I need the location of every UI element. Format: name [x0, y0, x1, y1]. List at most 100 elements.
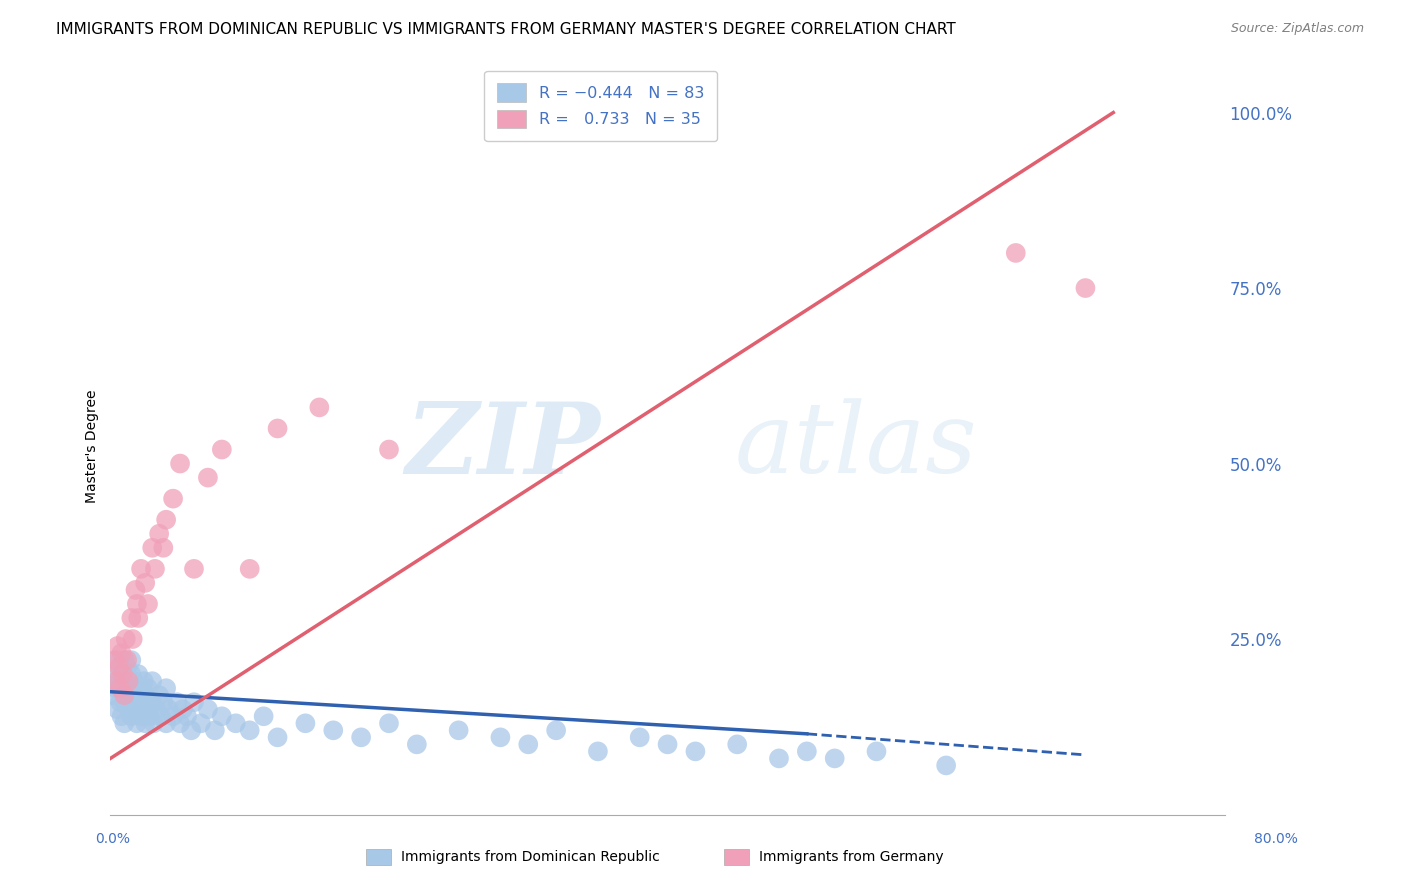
Point	[142, 716, 165, 731]
Point	[117, 674, 139, 689]
Point	[108, 695, 131, 709]
Text: ZIP: ZIP	[406, 398, 600, 494]
Point	[141, 695, 163, 709]
Point	[129, 562, 152, 576]
Point	[129, 681, 152, 696]
Point	[143, 562, 166, 576]
Text: 0.0%: 0.0%	[96, 831, 131, 846]
Point	[118, 688, 141, 702]
Point	[657, 737, 679, 751]
Point	[105, 639, 128, 653]
Point	[120, 611, 142, 625]
Point	[176, 709, 198, 723]
Point	[628, 731, 651, 745]
Point	[115, 653, 138, 667]
Point	[120, 667, 142, 681]
Point	[115, 660, 138, 674]
Point	[152, 541, 174, 555]
Point	[114, 632, 136, 646]
Point	[141, 674, 163, 689]
Point	[131, 695, 153, 709]
Point	[127, 611, 149, 625]
Point	[148, 526, 170, 541]
Point	[145, 702, 167, 716]
Y-axis label: Master's Degree: Master's Degree	[86, 389, 100, 503]
Point	[105, 653, 128, 667]
Point	[134, 575, 156, 590]
Point	[103, 688, 125, 702]
Point	[211, 709, 233, 723]
Point	[104, 667, 127, 681]
Point	[405, 737, 427, 751]
Point	[112, 688, 135, 702]
Point	[172, 702, 194, 716]
Point	[125, 716, 148, 731]
Point	[378, 716, 401, 731]
Point	[125, 597, 148, 611]
Point	[489, 731, 512, 745]
Point	[112, 674, 135, 689]
Point	[121, 695, 143, 709]
Point	[104, 674, 127, 689]
Point	[166, 695, 188, 709]
Point	[111, 667, 134, 681]
Point	[141, 541, 163, 555]
Point	[135, 702, 157, 716]
Point	[124, 681, 146, 696]
Point	[104, 653, 127, 667]
Point	[104, 681, 127, 696]
Point	[824, 751, 846, 765]
Point	[122, 674, 145, 689]
Point	[121, 632, 143, 646]
Point	[725, 737, 748, 751]
Point	[136, 681, 159, 696]
Point	[253, 709, 276, 723]
Text: Immigrants from Germany: Immigrants from Germany	[759, 850, 943, 864]
Point	[107, 660, 129, 674]
Point	[110, 646, 132, 660]
Point	[546, 723, 568, 738]
Point	[308, 401, 330, 415]
Point	[183, 695, 205, 709]
Point	[157, 702, 180, 716]
Point	[155, 513, 177, 527]
Point	[1074, 281, 1097, 295]
Point	[162, 709, 184, 723]
Point	[169, 716, 191, 731]
Point	[447, 723, 470, 738]
Point	[115, 681, 138, 696]
Point	[162, 491, 184, 506]
Point	[124, 582, 146, 597]
Point	[294, 716, 316, 731]
Point	[110, 709, 132, 723]
Point	[111, 667, 134, 681]
Point	[266, 421, 288, 435]
Point	[865, 744, 887, 758]
Point	[796, 744, 818, 758]
Point	[211, 442, 233, 457]
Point	[586, 744, 609, 758]
Text: atlas: atlas	[734, 399, 977, 493]
Point	[190, 716, 212, 731]
Point	[127, 667, 149, 681]
Point	[152, 695, 174, 709]
Point	[225, 716, 247, 731]
Point	[112, 695, 135, 709]
Text: IMMIGRANTS FROM DOMINICAN REPUBLIC VS IMMIGRANTS FROM GERMANY MASTER'S DEGREE CO: IMMIGRANTS FROM DOMINICAN REPUBLIC VS IM…	[56, 22, 956, 37]
Point	[768, 751, 790, 765]
Point	[197, 470, 219, 484]
Point	[935, 758, 957, 772]
Point	[132, 674, 155, 689]
Point	[149, 709, 172, 723]
Point	[180, 723, 202, 738]
Text: 80.0%: 80.0%	[1254, 831, 1298, 846]
Point	[197, 702, 219, 716]
Point	[127, 688, 149, 702]
Point	[112, 653, 135, 667]
Point	[378, 442, 401, 457]
Point	[155, 681, 177, 696]
Point	[107, 674, 129, 689]
Point	[124, 702, 146, 716]
Point	[169, 457, 191, 471]
Point	[127, 702, 149, 716]
